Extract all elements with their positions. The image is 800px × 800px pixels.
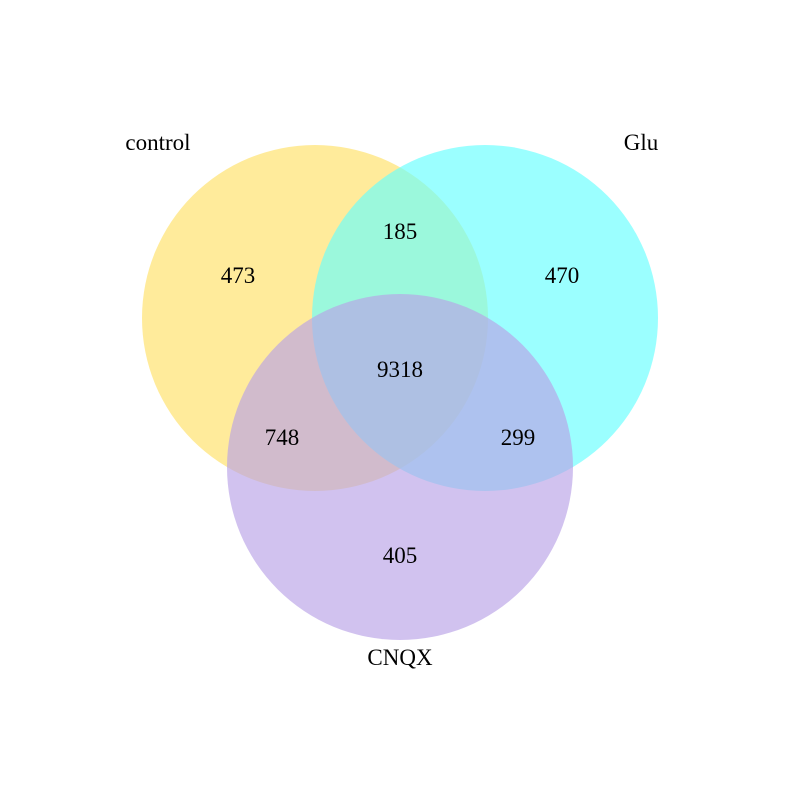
glu-only-count: 470 — [545, 263, 580, 288]
glu-set-label: Glu — [624, 130, 659, 155]
set-labels: control Glu CNQX — [125, 130, 658, 670]
control-only-count: 473 — [221, 263, 256, 288]
control-cnqx-count: 748 — [265, 425, 300, 450]
control-glu-count: 185 — [383, 219, 418, 244]
cnqx-set-label: CNQX — [367, 645, 433, 670]
cnqx-only-count: 405 — [383, 543, 418, 568]
set-circles — [142, 145, 658, 640]
glu-cnqx-count: 299 — [501, 425, 536, 450]
all-three-count: 9318 — [377, 357, 423, 382]
control-set-label: control — [125, 130, 190, 155]
region-counts: 473 470 405 185 748 299 9318 — [221, 219, 580, 568]
cnqx-circle — [227, 294, 573, 640]
